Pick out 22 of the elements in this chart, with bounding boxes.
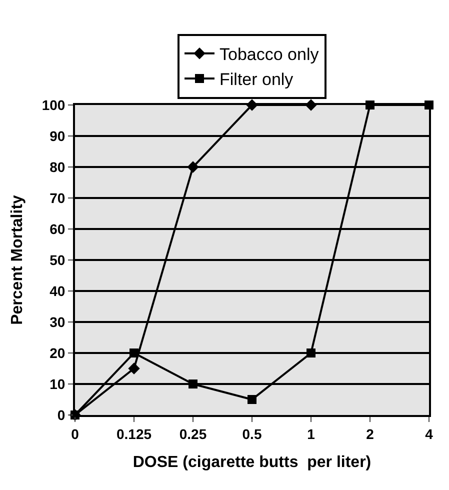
x-tick-label: 2 — [366, 426, 374, 442]
y-tick-label: 90 — [50, 128, 66, 144]
y-tick-label: 10 — [50, 376, 66, 392]
x-axis-title: DOSE (cigarette butts per liter) — [132, 454, 372, 471]
legend-label: Filter only — [220, 70, 294, 90]
x-tick-label: 0.5 — [242, 426, 262, 442]
x-tick-label: 0 — [71, 426, 80, 442]
x-tick-label: 0.125 — [116, 426, 152, 442]
y-tick-label: 20 — [50, 344, 66, 361]
y-tick-label: 30 — [50, 314, 66, 330]
x-tick-label: 4 — [425, 426, 434, 442]
y-axis-title: Percent Mortality — [9, 194, 26, 325]
y-tick-label: 50 — [50, 252, 66, 268]
y-tick-label: 60 — [50, 220, 66, 237]
x-tick-label: 0.25 — [179, 426, 207, 442]
y-tick-label: 80 — [50, 158, 66, 175]
y-tick-label: 0 — [57, 406, 66, 423]
y-tick-label: 100 — [42, 96, 66, 113]
x-tick-label: 1 — [307, 426, 316, 442]
y-tick-label: 40 — [50, 282, 66, 299]
legend-label: Tobacco only — [220, 44, 320, 64]
y-tick-label: 70 — [50, 190, 66, 206]
